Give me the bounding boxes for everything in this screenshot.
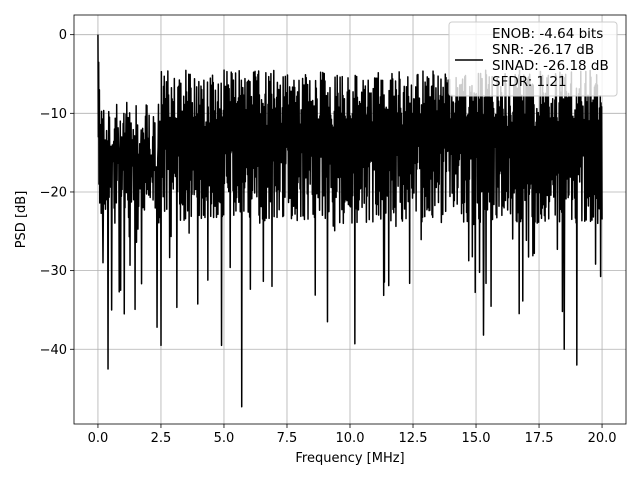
x-axis-label: Frequency [MHz] xyxy=(295,451,404,466)
y-axis-label: PSD [dB] xyxy=(14,191,29,249)
x-ticks: 0.0 2.5 5.0 7.5 10.0 12.5 15.0 17.5 20.0 xyxy=(88,424,617,446)
x-tick-label: 2.5 xyxy=(151,431,172,446)
y-ticks: 0 −10 −20 −30 −40 xyxy=(40,28,74,358)
series-psd xyxy=(97,34,603,408)
y-tick-label: 0 xyxy=(59,28,67,43)
x-tick-label: 5.0 xyxy=(214,431,235,446)
legend-entry-enob: ENOB: -4.64 bits xyxy=(492,26,603,42)
x-tick-label: 15.0 xyxy=(462,431,491,446)
x-tick-label: 0.0 xyxy=(88,431,109,446)
legend-entry-sfdr: SFDR: 1.21 xyxy=(492,74,567,90)
y-tick-label: −10 xyxy=(40,107,67,122)
legend-entry-snr: SNR: -26.17 dB xyxy=(492,42,594,58)
y-tick-label: −40 xyxy=(40,343,67,358)
x-tick-label: 20.0 xyxy=(588,431,617,446)
x-tick-label: 10.0 xyxy=(336,431,365,446)
x-tick-label: 17.5 xyxy=(525,431,554,446)
legend-box xyxy=(448,21,618,97)
y-tick-label: −20 xyxy=(40,185,67,200)
x-tick-label: 7.5 xyxy=(277,431,298,446)
legend-entry-sinad: SINAD: -26.18 dB xyxy=(492,58,609,74)
psd-line xyxy=(97,34,603,408)
x-tick-label: 12.5 xyxy=(399,431,428,446)
y-tick-label: −30 xyxy=(40,264,67,279)
legend: ENOB: -4.64 bits SNR: -26.17 dB SINAD: -… xyxy=(448,21,618,97)
